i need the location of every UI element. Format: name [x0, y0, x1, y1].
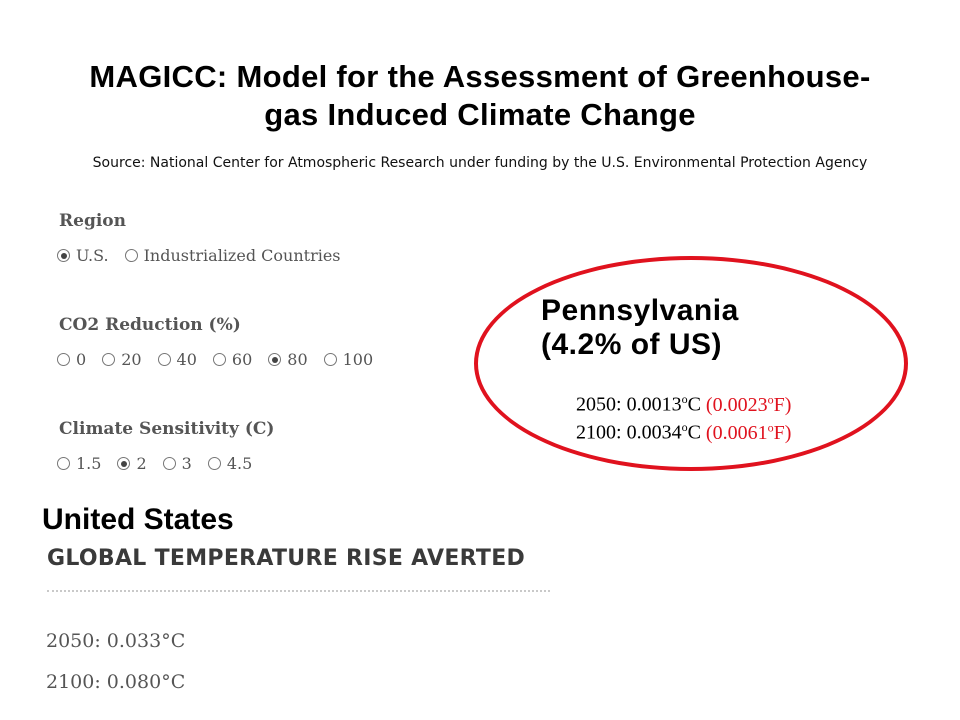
- pa-year: 2050:: [576, 393, 622, 416]
- slide-title-line-2: gas Induced Climate Change: [264, 97, 696, 132]
- pa-fahrenheit-value: (0.0061oF): [705, 420, 792, 444]
- sensitivity-option-label: 1.5: [76, 454, 102, 473]
- pennsylvania-2050-line: 2050: 0.0013oC (0.0023oF): [576, 392, 791, 417]
- dotted-divider: [47, 590, 550, 592]
- radio-co2-40[interactable]: [157, 353, 171, 366]
- sensitivity-option-4-5[interactable]: 4.5: [207, 454, 253, 473]
- region-option-label: U.S.: [76, 246, 109, 265]
- slide-title-line-1: MAGICC: Model for the Assessment of Gree…: [89, 59, 871, 94]
- co2-option-100[interactable]: 100: [323, 350, 374, 369]
- region-radio-group: U.S. Industrialized Countries: [57, 246, 341, 265]
- co2-option-60[interactable]: 60: [212, 350, 253, 369]
- radio-co2-100[interactable]: [323, 353, 337, 366]
- co2-option-20[interactable]: 20: [102, 350, 142, 369]
- pa-celsius-value: 0.0013: [626, 393, 682, 416]
- radio-sensitivity-4-5[interactable]: [207, 457, 221, 470]
- co2-option-0[interactable]: 0: [57, 350, 86, 369]
- pennsylvania-callout-title: Pennsylvania (4.2% of US): [541, 294, 739, 362]
- source-note: Source: National Center for Atmospheric …: [92, 155, 868, 171]
- sensitivity-option-label: 3: [181, 454, 192, 473]
- sensitivity-option-3[interactable]: 3: [162, 454, 192, 473]
- us-2100-result: 2100: 0.080°C: [46, 671, 186, 693]
- co2-radio-group: 0 20 40 60 80 100: [57, 350, 373, 369]
- radio-co2-60[interactable]: [212, 353, 226, 366]
- radio-industrialized[interactable]: [124, 249, 138, 262]
- sensitivity-option-1-5[interactable]: 1.5: [57, 454, 101, 473]
- radio-sensitivity-2[interactable]: [117, 457, 131, 470]
- co2-option-label: 0: [76, 350, 87, 369]
- pa-year: 2100:: [576, 421, 622, 444]
- pa-celsius-unit: C: [687, 393, 701, 416]
- climate-sensitivity-label: Climate Sensitivity (C): [59, 419, 275, 439]
- region-option-us[interactable]: U.S.: [57, 246, 109, 265]
- radio-co2-20[interactable]: [102, 353, 116, 366]
- co2-option-label: 40: [176, 350, 197, 369]
- region-label: Region: [59, 211, 126, 231]
- sensitivity-option-label: 2: [136, 454, 147, 473]
- radio-sensitivity-1-5[interactable]: [57, 457, 70, 470]
- pennsylvania-name: Pennsylvania: [541, 294, 739, 327]
- radio-us[interactable]: [57, 249, 70, 262]
- co2-reduction-label: CO2 Reduction (%): [59, 315, 241, 335]
- slide-title: MAGICC: Model for the Assessment of Gree…: [0, 58, 960, 134]
- united-states-title: United States: [42, 503, 234, 536]
- pa-celsius-unit: C: [687, 421, 701, 444]
- pa-celsius-value: 0.0034: [626, 421, 682, 444]
- co2-option-label: 80: [287, 350, 308, 369]
- sensitivity-option-label: 4.5: [226, 454, 253, 473]
- co2-option-label: 100: [342, 350, 374, 369]
- sensitivity-option-2[interactable]: 2: [117, 454, 147, 473]
- pa-fahrenheit-value: (0.0023oF): [705, 392, 792, 416]
- highlight-ellipse: [474, 256, 908, 471]
- radio-co2-80[interactable]: [268, 353, 282, 366]
- radio-co2-0[interactable]: [57, 353, 70, 366]
- temperature-rise-averted-heading: GLOBAL TEMPERATURE RISE AVERTED: [47, 546, 526, 571]
- sensitivity-radio-group: 1.5 2 3 4.5: [57, 454, 252, 473]
- region-option-label: Industrialized Countries: [143, 246, 341, 265]
- region-option-industrialized[interactable]: Industrialized Countries: [124, 246, 341, 265]
- co2-option-label: 60: [231, 350, 253, 369]
- us-2050-result: 2050: 0.033°C: [46, 630, 186, 652]
- radio-sensitivity-3[interactable]: [162, 457, 176, 470]
- degree-mark: o: [681, 392, 688, 406]
- co2-option-label: 20: [121, 350, 142, 369]
- pennsylvania-2100-line: 2100: 0.0034oC (0.0061oF): [576, 420, 791, 445]
- pennsylvania-share: (4.2% of US): [541, 328, 723, 361]
- co2-option-80[interactable]: 80: [268, 350, 308, 369]
- degree-mark: o: [681, 420, 688, 434]
- co2-option-40[interactable]: 40: [157, 350, 197, 369]
